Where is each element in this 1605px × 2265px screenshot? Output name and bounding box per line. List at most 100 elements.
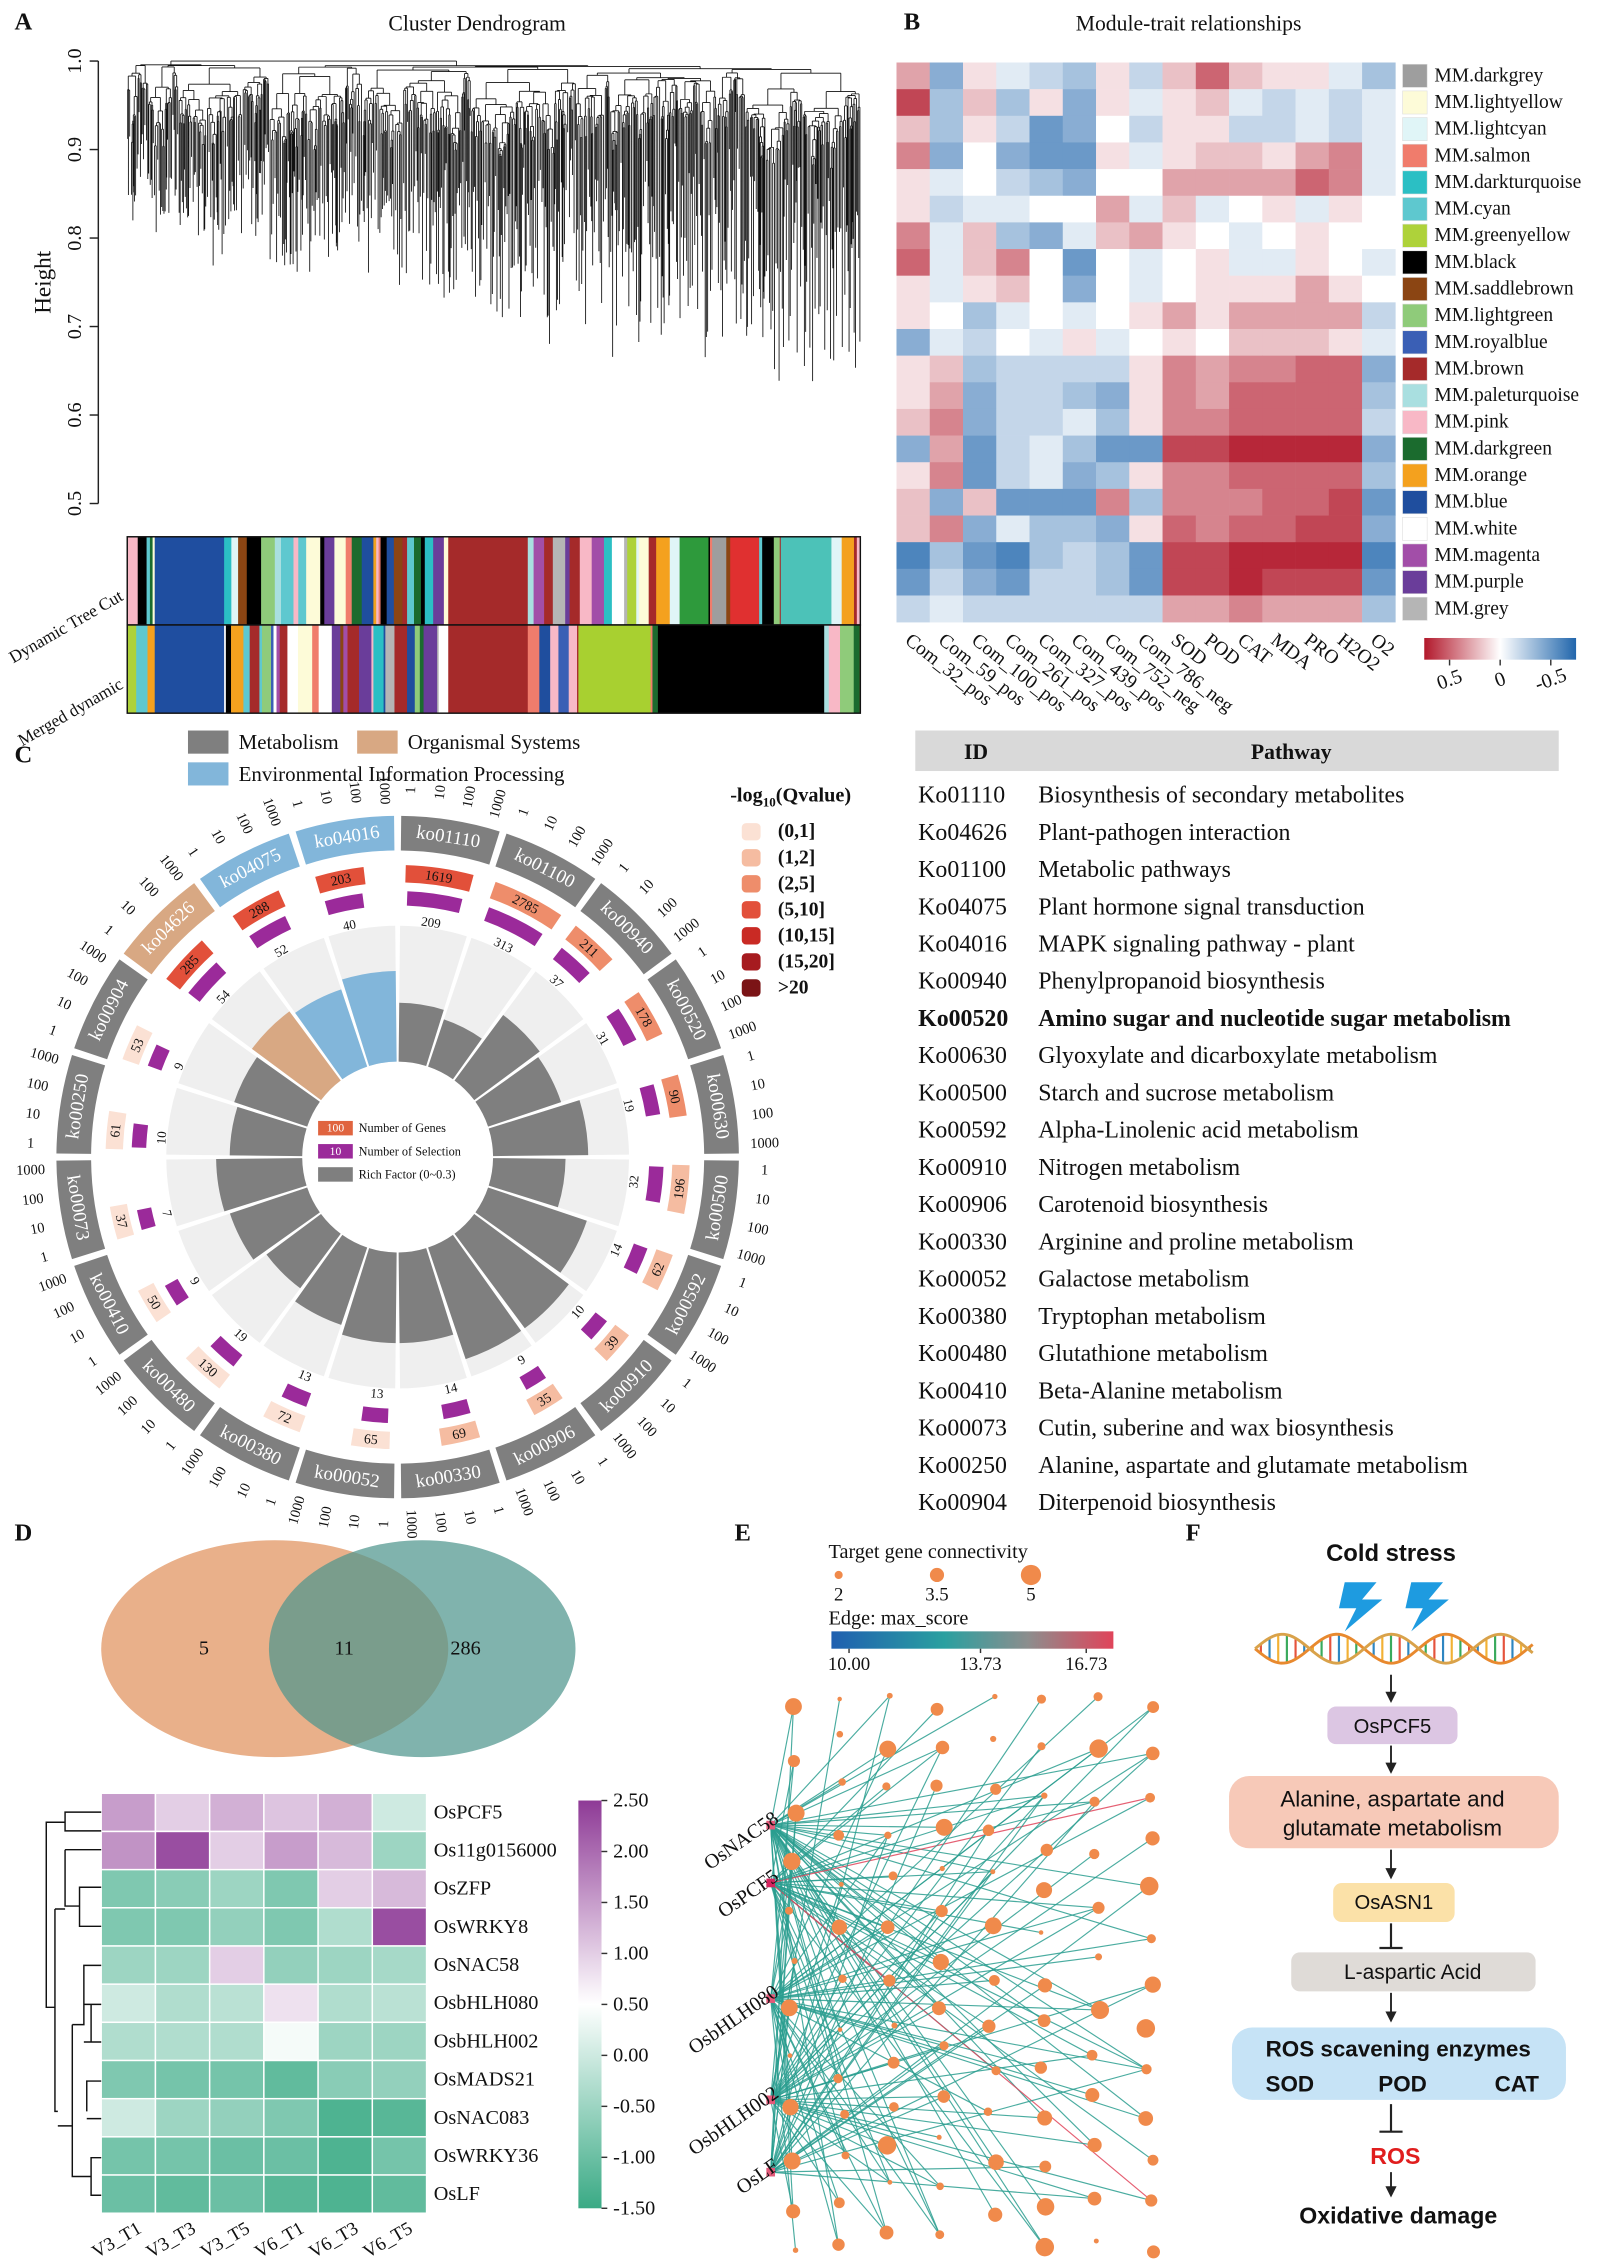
edge	[770, 2099, 887, 2233]
heatmap-cell	[1096, 382, 1130, 410]
module-stripe	[137, 536, 148, 625]
id-cell: Ko00500	[918, 1080, 1007, 1106]
heatmap-cell	[963, 408, 997, 436]
row-label: MM.lightgreen	[1434, 305, 1553, 326]
module-stripe	[611, 536, 625, 625]
edge	[770, 2045, 945, 2173]
rich-bar	[475, 1057, 562, 1127]
module-stripe	[231, 536, 239, 625]
heatmap-cell	[1362, 595, 1396, 623]
heatmap-cell	[1029, 462, 1064, 490]
module-stripe	[287, 624, 299, 714]
target-node	[1141, 2064, 1152, 2075]
module-stripe	[712, 536, 727, 625]
heatmap-cell	[1096, 275, 1130, 303]
module-swatch	[1402, 90, 1428, 115]
colorbar-label: 1.00	[613, 1942, 648, 1964]
module-swatch	[1402, 437, 1428, 461]
heatmap-cell	[996, 302, 1030, 330]
id-cell: Ko01100	[918, 857, 1006, 883]
heatmap-cell	[1328, 142, 1363, 170]
heatmap-cell	[1229, 488, 1263, 516]
sector-band	[400, 815, 500, 865]
target-node	[780, 1999, 798, 2017]
heatmap-cell	[1262, 62, 1296, 90]
heatmap-cell	[963, 195, 997, 223]
edge-legend-title: Edge: max_score	[829, 1607, 969, 1629]
heatmap-cell	[1295, 542, 1330, 570]
gene-label: OsZFP	[434, 1878, 491, 1900]
heatmap-cell	[1195, 169, 1230, 197]
row-dendrogram	[45, 1811, 102, 2196]
target-node	[882, 1782, 891, 1791]
edge	[770, 1979, 995, 2000]
heatmap-cell	[1162, 355, 1197, 383]
id-cell: Ko00910	[918, 1155, 1007, 1181]
edge	[770, 1748, 889, 1999]
selection-bar	[281, 1383, 312, 1407]
heatmap-cell	[1129, 568, 1163, 596]
size-legend-label: 3.5	[925, 1585, 948, 1606]
heatmap-cell	[1062, 328, 1097, 356]
scale-tick: 10	[460, 1509, 479, 1526]
rich-bar	[234, 1057, 320, 1127]
heatmap-cell	[929, 568, 964, 596]
heatmap-cell	[208, 2059, 265, 2100]
module-stripe	[443, 536, 450, 625]
selection-bar	[188, 962, 227, 1002]
heatmap-cell	[154, 2059, 211, 2100]
id-cell: Ko00052	[918, 1267, 1007, 1293]
heatmap-cell	[1328, 89, 1363, 117]
qvalue-swatch	[741, 849, 761, 867]
module-stripe	[359, 624, 372, 714]
scale-tick: 100	[654, 895, 681, 921]
heatmap-cell	[996, 169, 1030, 197]
heatmap-cell	[1162, 542, 1197, 570]
module-stripe	[246, 536, 262, 625]
scale-tick: 100	[460, 785, 480, 809]
heatmap-cell	[1295, 462, 1330, 490]
scale-tick: 1	[27, 1135, 35, 1151]
id-cell: Ko00520	[918, 1006, 1008, 1032]
module-stripe	[154, 624, 225, 714]
row-label: MM.orange	[1434, 465, 1527, 486]
row-label: MM.royalblue	[1434, 332, 1547, 353]
module-stripe	[638, 536, 650, 625]
heatmap-cell	[996, 382, 1030, 410]
gene-count: 35	[535, 1390, 555, 1410]
target-node	[935, 1818, 953, 1836]
gene-count: 37	[113, 1213, 131, 1230]
heatmap-cell	[1295, 568, 1330, 596]
module-stripe	[343, 624, 348, 714]
target-node	[992, 1693, 998, 1700]
scale-tick: 100	[565, 823, 590, 850]
module-stripe	[351, 536, 363, 625]
target-node	[932, 1953, 949, 1971]
panel-letter: F	[1186, 1520, 1201, 1547]
heatmap-cell	[1328, 542, 1363, 570]
heatmap-cell	[1195, 275, 1230, 303]
heatmap-cell	[896, 568, 931, 596]
target-node	[1038, 1930, 1044, 1935]
module-stripe	[324, 536, 335, 625]
heatmap-cell	[1295, 488, 1330, 516]
y-axis-label: Height	[30, 250, 56, 314]
id-cell: Ko00380	[918, 1304, 1007, 1330]
heatmap-cell	[1328, 222, 1363, 250]
row-label: MM.white	[1434, 518, 1517, 539]
gene-label: OsWRKY36	[434, 2145, 539, 2167]
edge	[770, 1834, 889, 1999]
row-label: MM.brown	[1434, 358, 1524, 379]
target-node	[982, 1824, 995, 1837]
heatmap-cell	[1029, 435, 1064, 463]
rich-bar	[398, 1002, 444, 1067]
module-stripe	[361, 536, 374, 625]
heatmap-cell	[1295, 249, 1330, 276]
scale-tick: 1000	[588, 836, 617, 869]
module-stripe	[279, 624, 288, 714]
heatmap-cell	[1062, 355, 1097, 383]
edge	[770, 2099, 840, 2204]
size-legend-label: 5	[1026, 1585, 1035, 1606]
colorbar-label: 1.50	[613, 1891, 648, 1913]
heatmap-cell	[1262, 595, 1296, 623]
